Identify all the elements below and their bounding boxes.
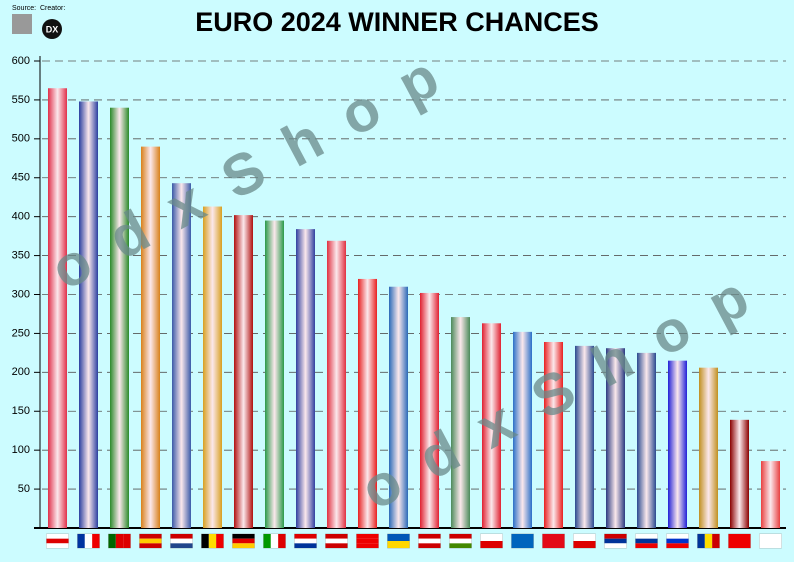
flag [325,533,348,549]
flag [759,533,782,549]
bar [761,461,780,528]
flag [170,533,193,549]
flag [728,533,751,549]
flag [232,533,255,549]
qr-code [12,14,32,34]
flag [46,533,69,549]
bar [327,240,346,529]
bar [637,352,656,528]
y-tick-label: 50 [18,483,30,495]
bar [420,292,439,528]
flag [263,533,286,549]
flag [604,533,627,549]
bar [544,341,563,528]
chart-title: EURO 2024 WINNER CHANCES [195,7,599,37]
flag [108,533,131,549]
bar [451,317,470,528]
creator-label: Creator: [40,5,65,12]
bar [172,183,191,528]
bar [110,107,129,528]
y-tick-label: 600 [12,55,30,67]
source-label: Source: [12,5,36,12]
flag [387,533,410,549]
bar [141,146,160,528]
y-tick-label: 150 [12,405,30,417]
bar [606,348,625,528]
flag [449,533,472,549]
creator-logo-bg [42,19,62,39]
bar [668,360,687,528]
bar [79,101,98,529]
y-tick-label: 300 [12,288,30,300]
bar [699,367,718,528]
flag [77,533,100,549]
flag [697,533,720,549]
y-tick-label: 550 [12,94,30,106]
flag [294,533,317,549]
flag [635,533,658,549]
bar [513,331,532,528]
flag [418,533,441,549]
y-tick-label: 350 [12,249,30,261]
y-tick-label: 250 [12,327,30,339]
flag [480,533,503,549]
flag [573,533,596,549]
flag [356,533,379,549]
bar [234,215,253,529]
bar [296,229,315,528]
y-tick-label: 400 [12,211,30,223]
bar [203,206,222,528]
y-tick-label: 500 [12,133,30,145]
creator-logo: DX [46,24,59,34]
bar [358,278,377,528]
bar [730,419,749,528]
bar [575,345,594,528]
bar [482,323,501,528]
bar [265,220,284,528]
y-tick-label: 450 [12,172,30,184]
y-tick-label: 100 [12,444,30,456]
bar [389,286,408,528]
flag [666,533,689,549]
y-tick-label: 200 [12,366,30,378]
bar [48,88,67,528]
flag [542,533,565,549]
flag [201,533,224,549]
flag [139,533,162,549]
flag [511,533,534,549]
